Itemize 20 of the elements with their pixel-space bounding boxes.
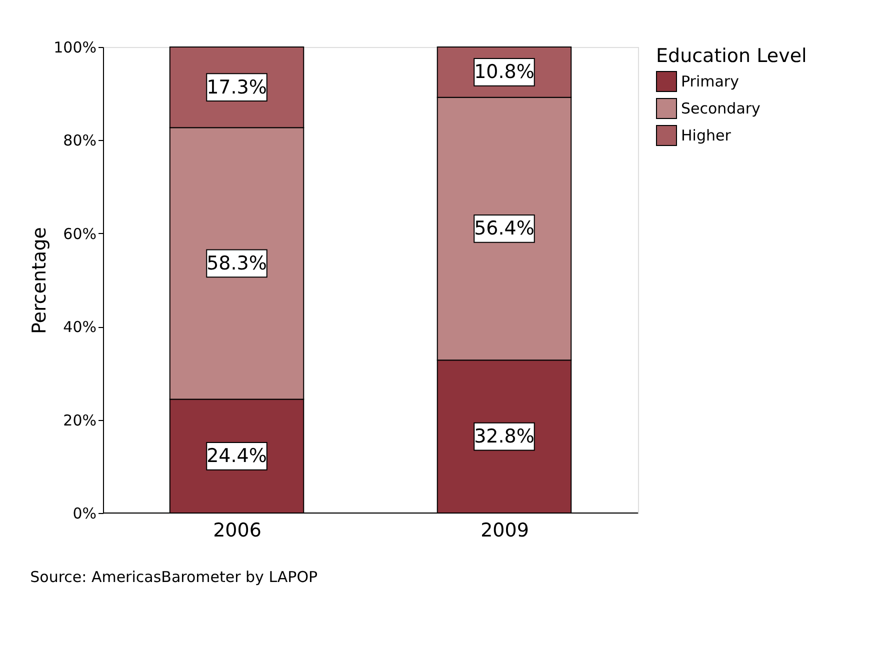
x-tick-label: 2006 — [213, 520, 262, 542]
legend-label: Secondary — [681, 100, 761, 118]
legend-label: Primary — [681, 72, 740, 90]
data-label: 58.3% — [206, 252, 267, 274]
data-label: 17.3% — [206, 76, 267, 98]
data-label: 32.8% — [474, 426, 534, 448]
legend-label: Higher — [681, 126, 732, 144]
y-tick-label: 0% — [72, 504, 96, 522]
y-tick-label: 100% — [54, 38, 96, 56]
legend-title: Education Level — [656, 45, 807, 67]
source-note: Source: AmericasBarometer by LAPOP — [30, 568, 318, 586]
data-label: 10.8% — [474, 61, 534, 84]
y-tick-label: 80% — [63, 132, 96, 150]
x-tick-label: 2009 — [480, 520, 529, 542]
y-tick-label: 20% — [63, 411, 96, 430]
data-label: 56.4% — [474, 218, 534, 240]
y-tick-label: 40% — [63, 318, 96, 336]
data-label: 24.4% — [206, 445, 267, 468]
y-tick-label: 60% — [63, 224, 96, 243]
y-axis-title: Percentage — [28, 227, 51, 334]
